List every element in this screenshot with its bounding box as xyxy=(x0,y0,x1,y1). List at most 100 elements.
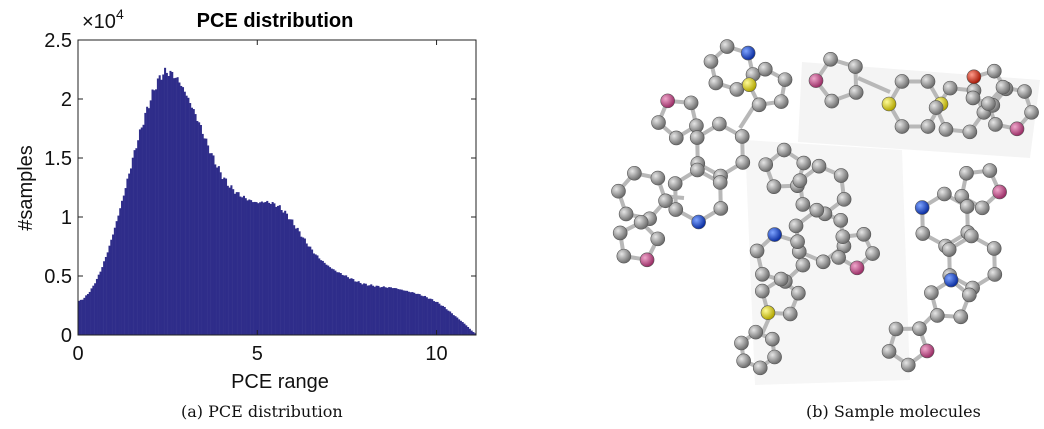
histogram-bar xyxy=(135,148,138,335)
histogram-bar xyxy=(336,272,339,335)
histogram-bar xyxy=(244,198,247,335)
histogram-bar xyxy=(361,284,364,335)
carbon-atom xyxy=(683,95,699,111)
histogram-bar xyxy=(183,91,186,335)
carbon-atom xyxy=(920,119,936,134)
molecule-4 xyxy=(881,163,1007,373)
carbon-atom xyxy=(974,200,990,216)
y-tick-label: 2 xyxy=(61,89,72,111)
carbon-atom xyxy=(942,80,958,96)
carbon-atom xyxy=(765,331,780,347)
histogram-bar xyxy=(97,274,100,335)
histogram-bar xyxy=(320,260,323,335)
carbon-atom xyxy=(1017,84,1032,99)
histogram-bar xyxy=(370,284,373,335)
histogram-bar xyxy=(146,106,149,335)
histogram-bar xyxy=(293,225,296,335)
histogram-bar xyxy=(106,252,109,335)
histogram-bar xyxy=(425,297,428,335)
histogram-bar xyxy=(115,221,118,335)
histogram-bar xyxy=(144,112,147,335)
histogram-bar xyxy=(178,82,181,335)
molecule-backdrop-top-right xyxy=(798,62,1040,158)
histogram-bar xyxy=(284,210,287,335)
carbon-atom xyxy=(754,283,770,299)
carbon-atom xyxy=(962,287,977,303)
carbon-atom xyxy=(833,213,849,228)
histogram-bar xyxy=(260,201,263,335)
histogram-bar xyxy=(173,78,176,335)
histogram-bar xyxy=(402,290,405,335)
histogram-bar xyxy=(325,264,328,335)
oxygen-atom xyxy=(808,73,824,88)
histogram-bar xyxy=(323,262,326,335)
histogram-bar xyxy=(155,89,158,335)
histogram-bar xyxy=(346,277,349,335)
histogram-bar xyxy=(352,279,355,335)
carbon-atom xyxy=(938,122,954,137)
histogram-bar xyxy=(429,298,432,335)
histogram-bar xyxy=(207,145,210,335)
histogram-bar xyxy=(167,75,170,335)
histogram-bar xyxy=(158,75,161,335)
caption-b: (b) Sample molecules xyxy=(806,402,981,421)
histogram-bar xyxy=(438,303,441,335)
histogram-bar xyxy=(275,206,278,335)
histogram-bar xyxy=(316,255,319,335)
carbon-atom xyxy=(894,74,910,89)
carbon-atom xyxy=(776,142,792,158)
histogram-bar xyxy=(282,212,285,335)
histogram-bar xyxy=(138,129,141,335)
histogram-bar xyxy=(90,288,93,335)
histogram-bar xyxy=(373,286,376,335)
histogram-bar xyxy=(289,219,292,335)
histogram-bar xyxy=(210,153,213,335)
histogram-bar xyxy=(273,203,276,335)
histogram-bar xyxy=(337,272,340,335)
carbon-atom xyxy=(627,165,642,181)
histogram-bar xyxy=(250,200,253,335)
y-tick-label: 1.5 xyxy=(44,148,72,170)
carbon-atom xyxy=(1024,105,1039,120)
histogram-bar xyxy=(384,287,387,335)
carbon-atom xyxy=(777,72,793,87)
histogram-bar xyxy=(380,287,384,335)
histogram-bar xyxy=(149,100,152,335)
histogram-bar xyxy=(354,281,357,335)
carbon-atom xyxy=(736,353,751,369)
y-exponent-power: 4 xyxy=(116,6,124,22)
histogram-bar xyxy=(303,238,306,335)
x-tick-label: 10 xyxy=(425,343,447,365)
carbon-atom xyxy=(823,51,838,67)
histogram-bar xyxy=(302,237,305,335)
histogram-bar xyxy=(278,205,281,335)
carbon-atom xyxy=(667,176,683,191)
histogram-bar xyxy=(230,185,233,335)
histogram-bar xyxy=(119,208,122,335)
carbon-atom xyxy=(937,186,952,202)
x-tick-label: 0 xyxy=(72,343,83,365)
histogram-bar xyxy=(268,202,271,335)
carbon-atom xyxy=(791,285,806,301)
carbon-atom xyxy=(986,241,1002,256)
histogram-bar xyxy=(434,301,437,335)
carbon-atom xyxy=(773,271,789,287)
histogram-bar xyxy=(415,293,418,335)
y-exponent-label: ×104 xyxy=(82,6,124,33)
histogram-bar xyxy=(393,288,396,335)
histogram-bar xyxy=(99,271,102,335)
carbon-atom xyxy=(735,155,751,170)
molecule-3 xyxy=(734,142,880,376)
histogram-bar xyxy=(255,202,258,335)
histogram-bar xyxy=(242,195,245,335)
histogram-bar xyxy=(339,273,342,335)
carbon-atom xyxy=(734,129,750,144)
y-tick-label: 0.5 xyxy=(44,266,72,288)
histogram-bar xyxy=(366,285,369,335)
histogram-bar xyxy=(194,114,197,336)
carbon-atom xyxy=(815,254,831,270)
histogram-bar xyxy=(459,320,462,335)
nitrogen-atom xyxy=(691,214,706,230)
histogram-bar xyxy=(427,298,430,335)
histogram-bar xyxy=(156,78,159,336)
